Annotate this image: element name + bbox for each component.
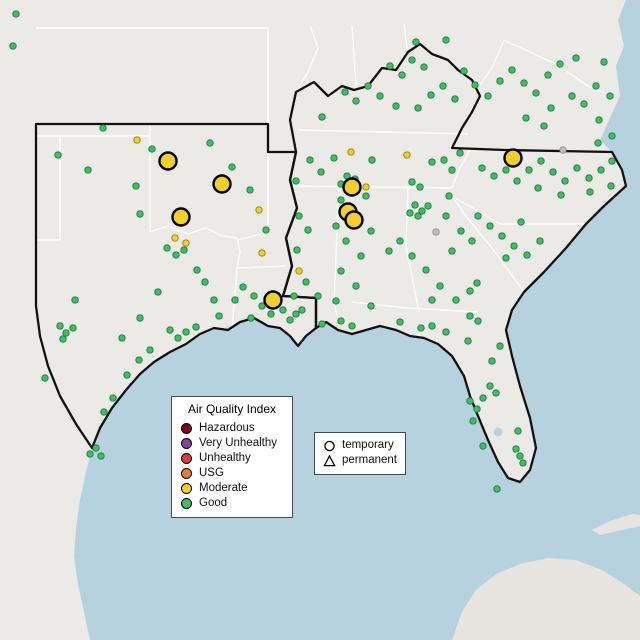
aqi-legend-label: Moderate — [199, 482, 248, 495]
aqi-legend-item-moderate: Moderate — [180, 481, 284, 496]
very-unhealthy-swatch-icon — [181, 438, 192, 449]
circle-icon — [324, 440, 335, 452]
station-type-legend: temporary permanent — [314, 432, 406, 475]
aqi-legend-item-hazardous: Hazardous — [180, 421, 284, 436]
aqi-legend-label: Hazardous — [199, 422, 255, 435]
lake — [493, 427, 503, 437]
state-borders — [36, 23, 613, 331]
aqi-legend-item-good: Good — [180, 496, 284, 511]
aqi-legend-label: Unhealthy — [199, 452, 251, 465]
aqi-legend-label: Good — [199, 497, 228, 510]
good-swatch-icon — [181, 498, 192, 509]
land-cuba — [592, 514, 640, 535]
aqi-legend: Air Quality Index Hazardous Very Unhealt… — [171, 396, 293, 518]
station-legend-item-temporary: temporary — [323, 438, 397, 453]
station-legend-item-permanent: permanent — [323, 453, 397, 468]
aqi-legend-item-very-unhealthy: Very Unhealthy — [180, 436, 284, 451]
aqi-legend-title: Air Quality Index — [187, 402, 277, 416]
aqi-legend-item-unhealthy: Unhealthy — [180, 451, 284, 466]
aqi-legend-item-usg: USG — [180, 466, 284, 481]
aqi-legend-label: Very Unhealthy — [199, 437, 277, 450]
station-legend-label: permanent — [342, 454, 397, 467]
station-legend-label: temporary — [342, 439, 394, 452]
unhealthy-swatch-icon — [181, 453, 192, 464]
moderate-swatch-icon — [181, 483, 192, 494]
usg-swatch-icon — [181, 468, 192, 479]
aqi-legend-label: USG — [199, 467, 224, 480]
hazardous-swatch-icon — [181, 423, 192, 434]
land-yucatan — [452, 558, 640, 640]
triangle-icon — [323, 454, 336, 467]
region-borders — [34, 42, 628, 484]
